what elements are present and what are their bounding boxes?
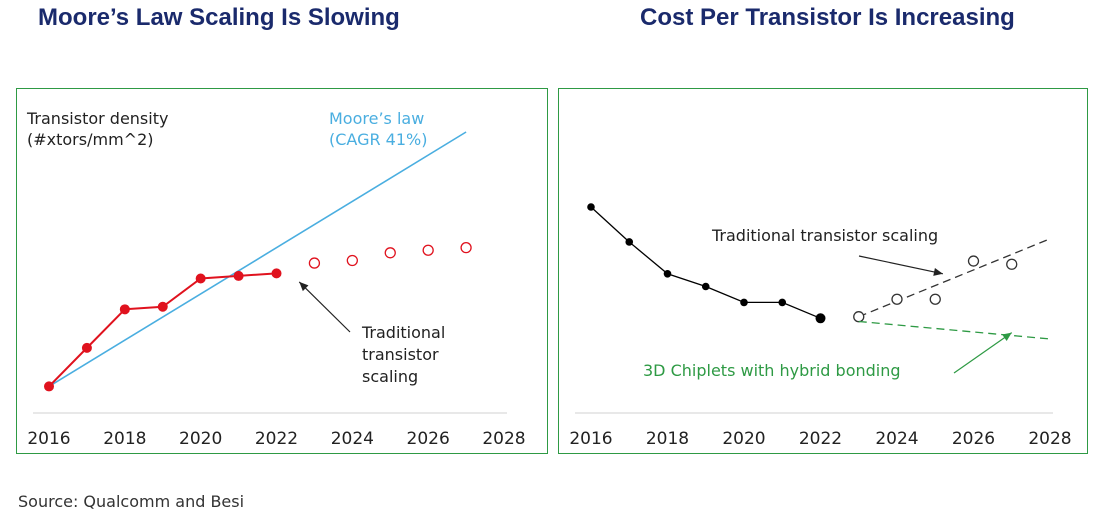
cost-projected-point bbox=[967, 255, 980, 267]
density-projected-point bbox=[460, 241, 472, 254]
x-tick-label-2024: 2024 bbox=[331, 429, 374, 449]
annotation-arrow-head bbox=[299, 281, 309, 292]
chiplets-arrow-shaft bbox=[953, 332, 1013, 374]
density-projected-point bbox=[308, 257, 321, 269]
chiplets-annotation: 3D Chiplets with hybrid bonding bbox=[643, 361, 901, 380]
density-projected-point bbox=[422, 244, 434, 256]
density-actual-point bbox=[44, 381, 54, 392]
chart-panel-transistor-density: 2016 2018 2020 2022 2024 2026 2028 Transistor d… bbox=[16, 88, 548, 454]
moores-law-label-line: Moore’s law bbox=[329, 109, 424, 128]
density-actual-point bbox=[233, 270, 244, 281]
cost-actual-point bbox=[663, 269, 672, 278]
cost-actual-point bbox=[625, 238, 634, 246]
density-actual-point bbox=[119, 304, 130, 315]
chart-cost-per-transistor: 2016 2018 2020 2022 2024 2026 2028 Traditional … bbox=[569, 203, 1072, 449]
moores-law-label-line: (CAGR 41%) bbox=[329, 130, 427, 149]
moores-law-line bbox=[48, 131, 467, 388]
cost-projected-point bbox=[853, 311, 865, 323]
x-tick-label-2024: 2024 bbox=[875, 429, 918, 449]
density-actual-point bbox=[157, 301, 168, 312]
density-projected-point bbox=[346, 254, 358, 267]
x-tick-label-2026: 2026 bbox=[952, 429, 995, 449]
chart-transistor-density: 2016 2018 2020 2022 2024 2026 2028 Transistor d… bbox=[26, 109, 526, 449]
annotation-arrow-shaft bbox=[298, 281, 351, 333]
chart-title-left: Moore’s Law Scaling Is Slowing bbox=[38, 4, 400, 31]
chart-title-right: Cost Per Transistor Is Increasing bbox=[640, 4, 1015, 31]
x-tick-label-2020: 2020 bbox=[179, 429, 222, 449]
traditional-arrow-head bbox=[933, 268, 943, 276]
traditional-scaling-annotation-line: Traditional bbox=[361, 323, 445, 342]
traditional-scaling-annotation-line: transistor bbox=[362, 345, 439, 364]
y-axis-label-line: Transistor density bbox=[26, 109, 168, 128]
cost-actual-point bbox=[587, 203, 595, 211]
cost-projected-point bbox=[891, 293, 903, 305]
x-tick-label-2026: 2026 bbox=[407, 429, 450, 449]
x-tick-label-2020: 2020 bbox=[722, 429, 765, 449]
x-tick-label-2016: 2016 bbox=[569, 429, 612, 449]
density-actual-point bbox=[81, 342, 92, 353]
x-tick-label-2022: 2022 bbox=[799, 429, 842, 449]
traditional-scaling-trend-line bbox=[858, 238, 1051, 318]
chart-panel-cost-per-transistor: 2016 2018 2020 2022 2024 2026 2028 Traditional … bbox=[558, 88, 1088, 454]
cost-actual-point bbox=[701, 282, 710, 291]
traditional-scaling-annotation-line: scaling bbox=[362, 367, 418, 386]
x-tick-label-2016: 2016 bbox=[27, 429, 70, 449]
x-tick-label-2022: 2022 bbox=[255, 429, 298, 449]
density-projected-point bbox=[384, 247, 396, 259]
x-tick-label-2018: 2018 bbox=[646, 429, 689, 449]
density-actual-line bbox=[48, 272, 277, 388]
chiplets-trend-line bbox=[858, 320, 1051, 340]
density-actual-point bbox=[271, 268, 282, 279]
source-note: Source: Qualcomm and Besi bbox=[18, 492, 245, 511]
traditional-arrow-shaft bbox=[858, 255, 944, 275]
cost-projected-point bbox=[929, 293, 941, 305]
cost-actual-point bbox=[815, 313, 826, 324]
density-actual-point bbox=[195, 273, 206, 284]
traditional-scaling-annotation: Traditional transistor scaling bbox=[711, 226, 938, 245]
cost-projected-point bbox=[1006, 258, 1018, 270]
y-axis-label-line: (#xtors/mm^2) bbox=[27, 130, 153, 149]
cost-actual-line bbox=[590, 206, 821, 319]
cost-actual-point bbox=[778, 298, 787, 307]
chiplets-arrow-head bbox=[1002, 332, 1012, 342]
x-tick-label-2028: 2028 bbox=[482, 429, 525, 449]
x-tick-label-2018: 2018 bbox=[103, 429, 146, 449]
x-tick-label-2028: 2028 bbox=[1028, 429, 1071, 449]
cost-actual-point bbox=[740, 298, 748, 307]
